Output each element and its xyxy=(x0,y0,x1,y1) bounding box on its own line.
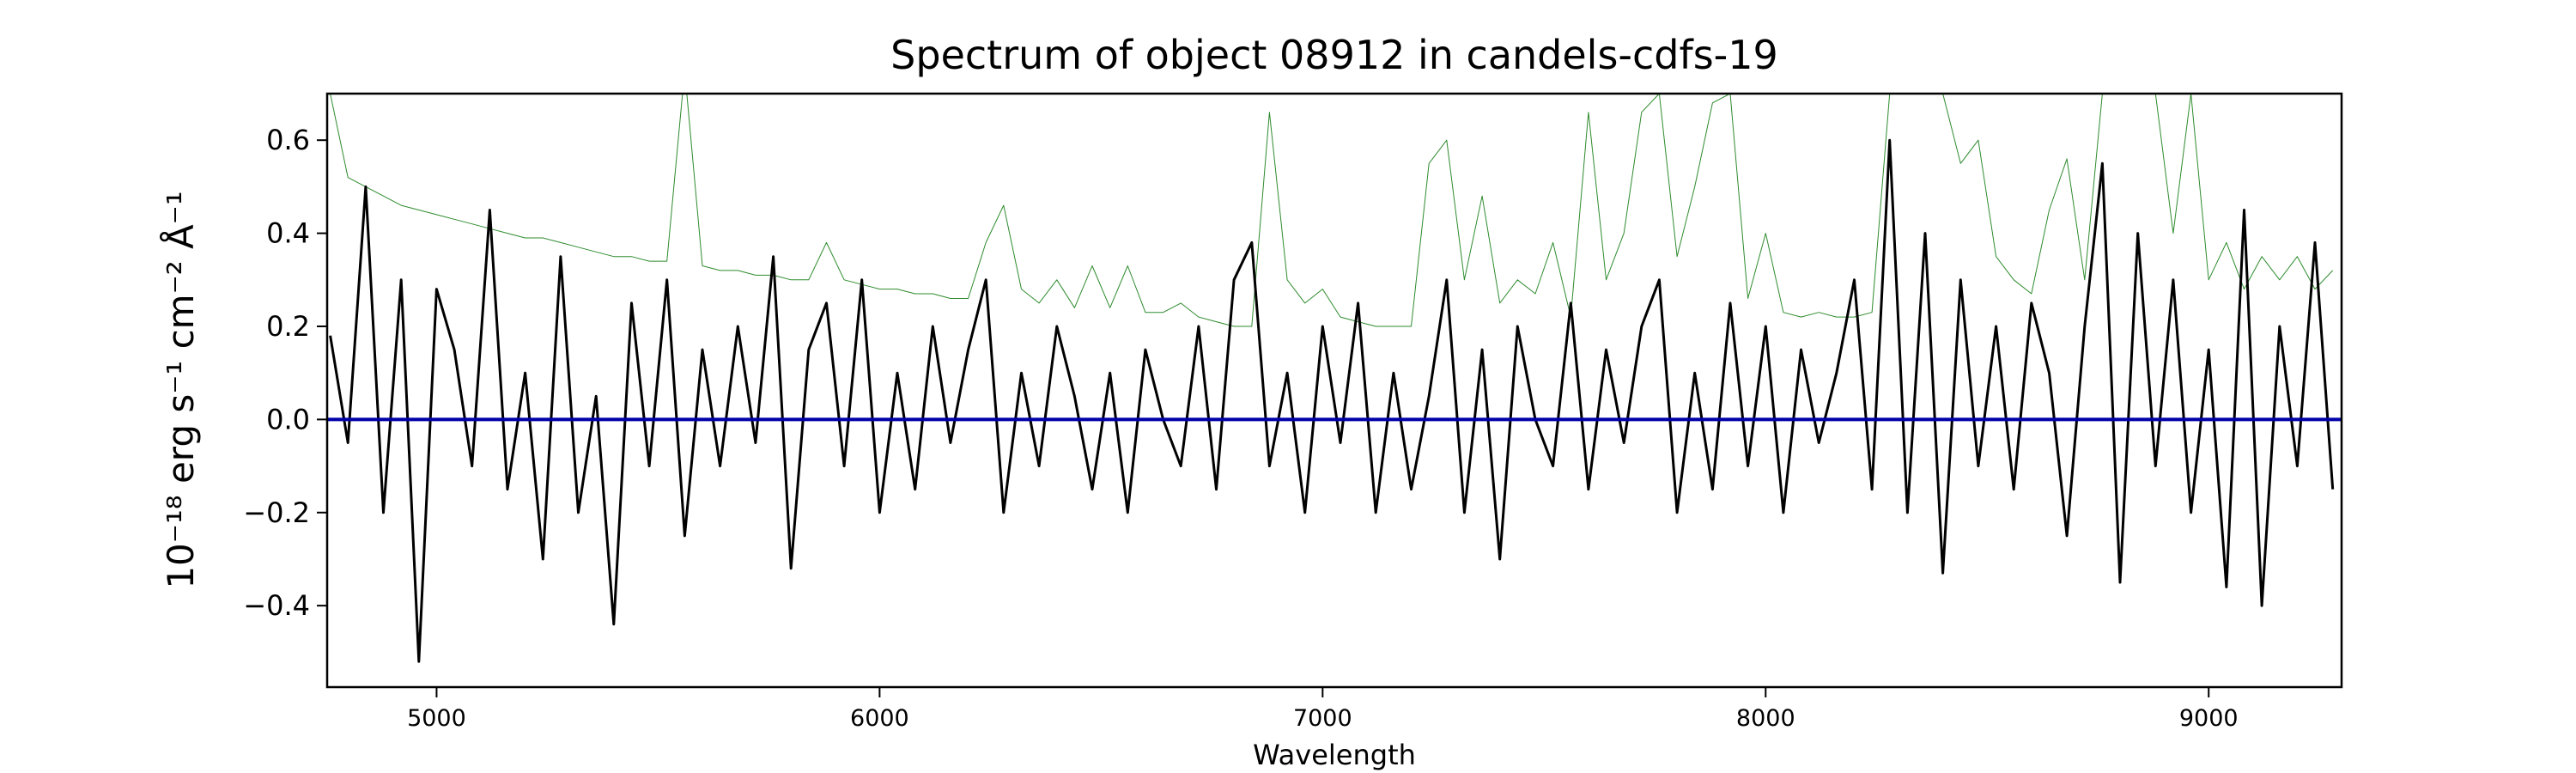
y-tick-label: 0.6 xyxy=(266,124,310,156)
spectrum-line xyxy=(330,94,2334,327)
y-axis-label: 10⁻¹⁸ erg s⁻¹ cm⁻² Å⁻¹ xyxy=(159,191,202,588)
x-tick-label: 6000 xyxy=(850,705,909,732)
y-tick-label: −0.2 xyxy=(243,496,310,529)
chart-title: Spectrum of object 08912 in candels-cdfs… xyxy=(890,32,1778,78)
x-tick-label: 8000 xyxy=(1736,705,1795,732)
y-tick-label: 0.2 xyxy=(266,310,310,343)
axes-frame xyxy=(325,92,2343,689)
x-tick-label: 5000 xyxy=(407,705,466,732)
x-tick-label: 7000 xyxy=(1293,705,1352,732)
y-tick-label: −0.4 xyxy=(243,589,310,622)
spectrum-line xyxy=(329,138,2335,663)
y-tick-label: 0.4 xyxy=(266,217,310,250)
x-axis-label: Wavelength xyxy=(1253,739,1416,771)
plot-area xyxy=(327,94,2342,663)
y-tick-label: 0.0 xyxy=(266,403,310,435)
x-tick-label: 9000 xyxy=(2179,705,2239,732)
